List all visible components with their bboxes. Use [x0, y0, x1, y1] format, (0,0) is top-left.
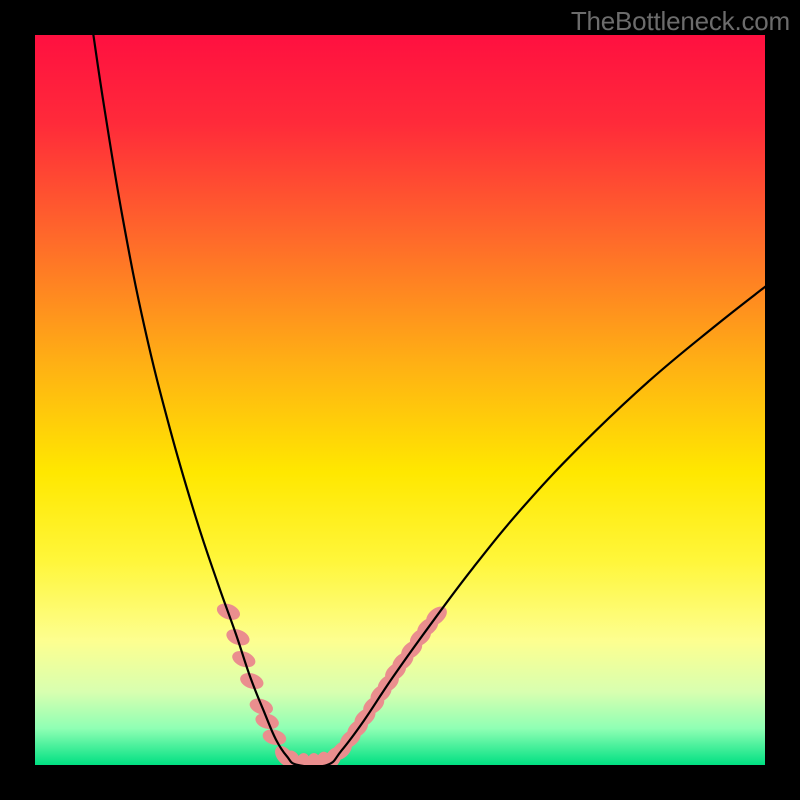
plot-svg	[35, 35, 765, 765]
plot-area	[35, 35, 765, 765]
stage: TheBottleneck.com	[0, 0, 800, 800]
watermark-text: TheBottleneck.com	[571, 6, 790, 37]
